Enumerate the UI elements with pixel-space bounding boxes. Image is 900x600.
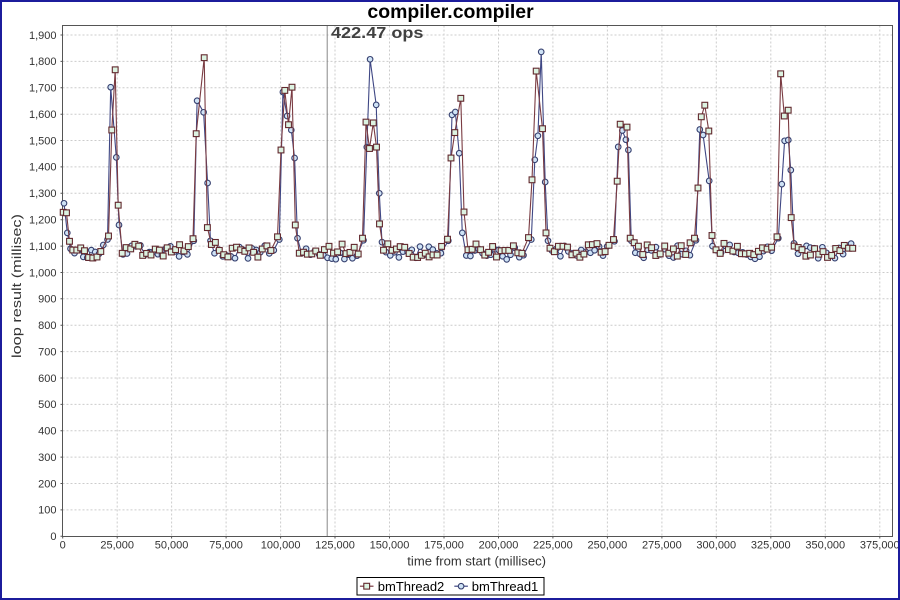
svg-text:50,000: 50,000 [155,540,189,552]
svg-text:1,600: 1,600 [29,109,57,121]
svg-text:300,000: 300,000 [696,540,736,552]
svg-text:375,000: 375,000 [860,540,900,552]
svg-text:100: 100 [38,505,56,517]
svg-text:time from start (millisec): time from start (millisec) [407,553,546,568]
svg-text:600: 600 [38,373,56,385]
svg-text:0: 0 [60,540,66,552]
svg-text:1,300: 1,300 [29,188,57,200]
svg-text:125,000: 125,000 [315,540,355,552]
svg-text:900: 900 [38,294,56,306]
svg-text:275,000: 275,000 [642,540,682,552]
svg-text:200,000: 200,000 [479,540,519,552]
svg-text:200: 200 [38,478,56,490]
svg-text:225,000: 225,000 [533,540,573,552]
svg-text:1,800: 1,800 [29,56,57,68]
svg-text:422.47 ops: 422.47 ops [331,25,424,42]
svg-text:300: 300 [38,452,56,464]
svg-text:700: 700 [38,346,56,358]
svg-text:1,100: 1,100 [29,241,57,253]
svg-text:1,500: 1,500 [29,135,57,147]
svg-text:bmThread2: bmThread2 [378,579,444,594]
svg-text:25,000: 25,000 [100,540,134,552]
svg-text:175,000: 175,000 [424,540,464,552]
svg-text:1,700: 1,700 [29,83,57,95]
svg-text:800: 800 [38,320,56,332]
svg-text:75,000: 75,000 [209,540,243,552]
svg-text:150,000: 150,000 [370,540,410,552]
svg-text:1,200: 1,200 [29,215,57,227]
svg-text:loop result (millisec): loop result (millisec) [9,214,24,358]
svg-text:250,000: 250,000 [588,540,628,552]
svg-text:350,000: 350,000 [805,540,845,552]
svg-text:1,000: 1,000 [29,267,57,279]
svg-text:500: 500 [38,399,56,411]
svg-text:325,000: 325,000 [751,540,791,552]
svg-text:1,900: 1,900 [29,30,57,42]
svg-text:bmThread1: bmThread1 [472,579,538,594]
svg-text:1,400: 1,400 [29,162,57,174]
svg-text:400: 400 [38,426,56,438]
svg-text:100,000: 100,000 [261,540,301,552]
svg-text:compiler.compiler: compiler.compiler [367,2,534,23]
svg-text:0: 0 [50,531,56,543]
